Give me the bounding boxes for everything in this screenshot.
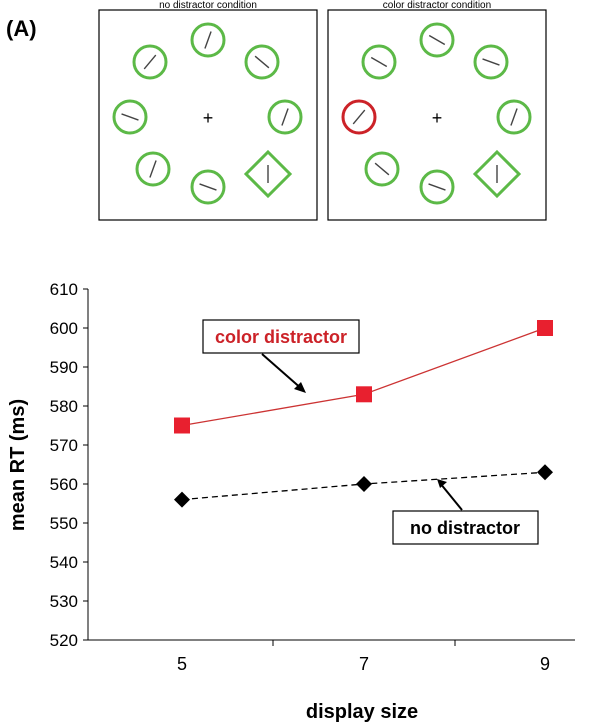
color-distractor-display: color distractor condition +: [327, 0, 547, 221]
legend-box: [202, 319, 360, 354]
legend-arrow: [439, 482, 463, 511]
circle-stimulus: [190, 169, 226, 205]
circle-shape: [364, 151, 400, 187]
y-tick-label: 580: [50, 397, 78, 416]
diamond-shape: [243, 149, 293, 199]
circle-stimulus: [419, 22, 455, 58]
circle-shape: [496, 99, 532, 135]
legend-label: color distractor: [215, 327, 347, 347]
orientation-line: [374, 162, 390, 176]
orientation-line: [352, 109, 366, 125]
circle-shape: [132, 44, 168, 80]
circle-shape: [361, 44, 397, 80]
circle-shape: [267, 99, 303, 135]
legend-label: no distractor: [410, 518, 520, 538]
data-point: [356, 476, 372, 492]
circle-shape: [190, 22, 226, 58]
orientation-line: [204, 31, 212, 49]
orientation-line: [428, 34, 446, 46]
y-tick-label: 570: [50, 436, 78, 455]
circle-shape: [112, 99, 148, 135]
y-axis-label: mean RT (ms): [7, 399, 29, 531]
y-tick-label: 520: [50, 631, 78, 650]
series-markers: [174, 320, 553, 508]
rt-line-chart: 520 530 540 550 560 570 580 590 600 610 5 7 9 color…: [7, 280, 575, 723]
data-point: [537, 320, 553, 336]
circle-stimulus: [244, 44, 280, 80]
circle-shape: [473, 44, 509, 80]
data-point: [356, 386, 372, 403]
x-axis-label: display size: [306, 701, 418, 723]
circle-stimulus: [364, 151, 400, 187]
display-caption: color distractor condition: [383, 0, 491, 11]
legend-color-distractor: color distractor: [202, 319, 360, 393]
orientation-line: [428, 183, 446, 191]
legend-box: [392, 510, 539, 545]
circle-shape: [135, 151, 171, 187]
orientation-line: [482, 58, 500, 66]
diamond-shape: [472, 149, 522, 199]
diamond-stimulus: [472, 149, 522, 199]
data-point: [537, 464, 553, 481]
circle-stimulus: [361, 44, 397, 80]
orientation-line: [370, 56, 388, 68]
display-caption: no distractor condition: [159, 0, 257, 11]
panel-label: (A): [6, 16, 37, 41]
y-tick-label: 560: [50, 475, 78, 494]
circle-stimulus: [473, 44, 509, 80]
data-point: [174, 491, 190, 508]
y-tick-label: 550: [50, 514, 78, 533]
legend-arrow: [261, 353, 304, 391]
y-tick-label: 540: [50, 553, 78, 572]
circle-shape: [341, 99, 377, 135]
orientation-line: [281, 108, 289, 126]
orientation-line: [121, 113, 139, 121]
legend-arrowhead: [437, 479, 447, 488]
y-tick-label: 530: [50, 592, 78, 611]
x-tick-label: 5: [177, 654, 187, 674]
y-tick-label: 610: [50, 280, 78, 299]
x-tick-label: 7: [359, 654, 369, 674]
data-point: [174, 417, 190, 434]
fixation-cross: +: [432, 108, 443, 128]
y-tick-label: 600: [50, 319, 78, 338]
series-lines: [181, 327, 546, 501]
circle-shape: [419, 22, 455, 58]
fixation-cross: +: [203, 108, 214, 128]
no-distractor-display: no distractor condition +: [98, 0, 318, 221]
x-tick-label: 9: [540, 654, 550, 674]
orientation-line: [199, 183, 217, 191]
circle-stimulus: [132, 44, 168, 80]
orientation-line: [143, 54, 157, 70]
legend-no-distractor: no distractor: [392, 479, 539, 545]
orientation-line: [510, 108, 518, 126]
orientation-line: [149, 160, 157, 178]
circle-stimulus: [135, 151, 171, 187]
circle-shape: [419, 169, 455, 205]
diamond-stimulus: [243, 149, 293, 199]
circle-stimulus: [419, 169, 455, 205]
stimulus-items: [112, 22, 303, 205]
x-ticks: 5 7 9: [177, 640, 550, 674]
circle-stimulus: [496, 99, 532, 135]
circle-stimulus: [190, 22, 226, 58]
circle-shape: [244, 44, 280, 80]
circle-stimulus: [341, 99, 377, 135]
y-ticks: 520 530 540 550 560 570 580 590 600 610: [50, 280, 88, 650]
y-tick-label: 590: [50, 358, 78, 377]
circle-shape: [190, 169, 226, 205]
circle-stimulus: [267, 99, 303, 135]
legend-arrowhead: [294, 382, 306, 393]
orientation-line: [254, 55, 270, 69]
circle-stimulus: [112, 99, 148, 135]
stimulus-items: [341, 22, 532, 205]
